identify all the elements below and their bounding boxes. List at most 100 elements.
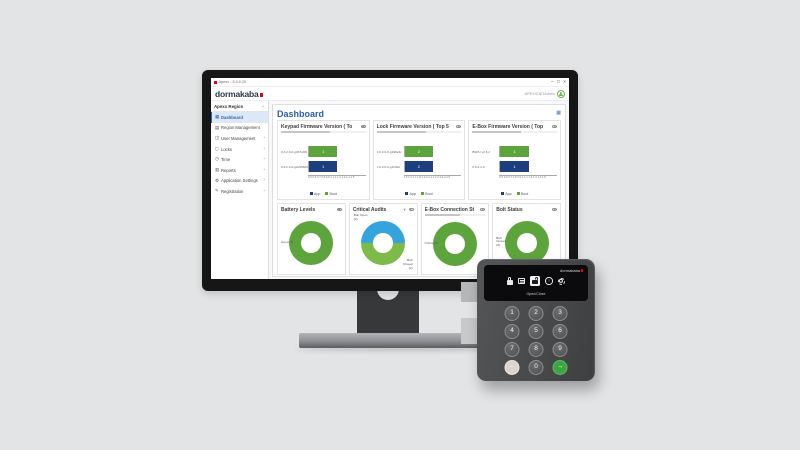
bar-label: 0.6.2.1-0 (472, 164, 485, 169)
minimize-button[interactable]: – (551, 78, 554, 84)
enter-key[interactable]: → (552, 360, 568, 375)
key-9[interactable]: 9 (552, 342, 568, 357)
bar-label: 0.6.2.0-0-g2e598e5c (281, 164, 308, 169)
key-7[interactable]: 7 (504, 342, 520, 357)
critical-audits-card: Critical Audits ▼ Bolt Open (2) Bolt Clo… (348, 203, 418, 275)
sidebar-item-dashboard[interactable]: Dashboard (211, 112, 268, 123)
key-5[interactable]: 5 (528, 324, 544, 339)
layout-icon[interactable]: ▦ (556, 110, 561, 116)
window-titlebar: Apexx - 3.0.0.20 – □ × (211, 78, 569, 87)
user-avatar[interactable] (557, 89, 565, 98)
ebox-firmware-card: E-Box Firmware Version ( Top BSPU v2.6.2… (468, 120, 562, 200)
bar: 2 (404, 161, 433, 173)
audit-log-icon (518, 278, 526, 284)
donut-chart: Bolt Open (2) Bolt Closed (2) (353, 213, 414, 272)
monitor-stand-neck (357, 289, 419, 334)
donut-ring (504, 220, 549, 265)
main-content: Dashboard ▦ Keypad Firmware Version ( To (269, 101, 569, 279)
key-8[interactable]: 8 (528, 342, 544, 357)
slice-label: Online (9) (424, 241, 439, 246)
key-6[interactable]: 6 (552, 324, 568, 339)
donut-chart: Good (9) (281, 213, 342, 272)
sidebar-item-locks[interactable]: Locks › (211, 144, 268, 155)
eye-icon[interactable] (336, 207, 342, 212)
horizontal-scrollbar[interactable] (424, 214, 486, 216)
slice-label: Bolt Closed (9) (496, 235, 506, 248)
chevron-right-icon: › (263, 177, 265, 184)
eye-icon[interactable] (360, 124, 366, 129)
donut-ring (361, 220, 406, 265)
device-brand-logo: dormakaba (560, 268, 583, 273)
eye-icon[interactable] (480, 207, 486, 212)
maximize-button[interactable]: □ (557, 78, 560, 84)
eye-icon[interactable] (552, 124, 558, 129)
filter-icon[interactable]: ▼ (402, 206, 407, 212)
monitor: Apexx - 3.0.0.20 – □ × dormakaba APEXXDA… (202, 70, 578, 291)
bar: 1 (309, 146, 338, 158)
bar-label: 0.6.2.0-0-g037e9f4 (281, 149, 308, 154)
bar-label: BSPU v2.6.2 (472, 149, 491, 154)
selected-menu-label: Open/Close (526, 292, 546, 296)
x-axis-ticks: 0.5 0.6 0.7 0.8 0.9 1 1.1 1.2 1.3 1.4 1.… (499, 174, 558, 179)
chevron-right-icon: › (263, 156, 265, 163)
horizontal-scrollbar[interactable] (281, 131, 366, 133)
stand-cable-hole (377, 289, 399, 300)
chart-legend: App Boot (472, 190, 557, 197)
page-title: Dashboard (277, 108, 325, 119)
eye-icon[interactable] (456, 124, 462, 129)
chevron-right-icon: › (263, 134, 265, 141)
dormakaba-logo: dormakaba (215, 89, 264, 99)
keypad-grid: 1 2 3 4 5 6 7 8 9 ← 0 → (504, 306, 568, 375)
back-key[interactable]: ← (504, 360, 520, 375)
bar-chart: 0.6.2.0-0-g298e3c 2 0.6.2.0-0-g1f4feb 2 … (377, 134, 462, 190)
card-title: Keypad Firmware Version ( To (281, 123, 353, 130)
keypad-device: dormakaba ↑ Open/Close 1 2 3 4 5 6 7 8 9… (477, 259, 595, 381)
device-brand-mark (580, 269, 583, 272)
card-title: E-Box Connection St (424, 206, 475, 213)
chevron-right-icon: › (263, 145, 265, 152)
open-close-icon[interactable] (530, 276, 541, 286)
sidebar-item-region-management[interactable]: Region Management (211, 123, 268, 134)
horizontal-scrollbar[interactable] (472, 131, 558, 133)
card-title: E-Box Firmware Version ( Top (472, 123, 544, 130)
sidebar-collapse-icon[interactable]: → (260, 102, 266, 108)
sidebar-item-registration[interactable]: Registration › (211, 186, 268, 197)
logged-in-user: APEXXDATAdmin (524, 91, 555, 96)
card-title: Bolt Status (496, 206, 523, 213)
donut-chart: Online (9) (425, 217, 486, 272)
key-1[interactable]: 1 (504, 306, 520, 321)
card-title: Lock Firmware Version ( Top 5 (376, 123, 449, 130)
sidebar-item-time[interactable]: Time › (211, 154, 268, 165)
bar: 1 (500, 161, 529, 173)
slice-label: Bolt Closed (2) (402, 258, 413, 271)
card-title: Critical Audits (352, 206, 387, 213)
wall-mount-part (461, 282, 478, 302)
update-icon: ↑ (545, 277, 553, 285)
bar: 2 (404, 146, 433, 158)
bar-chart: 0.6.2.0-0-g037e9f4 1 0.6.2.0-0-g2e598e5c… (281, 134, 366, 190)
window-title: Apexx - 3.0.0.20 (218, 80, 247, 84)
chart-legend: App Boot (377, 190, 462, 197)
sidebar-header: Apexx Region → (211, 101, 268, 112)
close-button[interactable]: × (563, 78, 566, 84)
bar-chart: BSPU v2.6.2 1 0.6.2.1-0 1 0.5 0.6 0.7 0.… (472, 134, 558, 190)
app-header: dormakaba APEXXDATAdmin (211, 87, 569, 100)
x-axis-ticks: 1.5 1.6 1.7 1.8 1.9 2 2.1 2.2 2.3 2.4 2.… (403, 174, 462, 179)
eye-icon[interactable] (408, 207, 414, 212)
donut-chart: Bolt Closed (9) (496, 213, 557, 272)
sidebar-item-user-management[interactable]: User Management › (211, 133, 268, 144)
bar-label: 0.6.2.0-0-g1f4feb (376, 164, 401, 169)
screen: Apexx - 3.0.0.20 – □ × dormakaba APEXXDA… (211, 78, 569, 279)
key-0[interactable]: 0 (528, 360, 544, 375)
sidebar-item-reports[interactable]: Reports › (211, 165, 268, 176)
lock-firmware-card: Lock Firmware Version ( Top 5 0.6.2.0-0-… (372, 120, 466, 200)
sidebar-item-application-settings[interactable]: Application Settings › (211, 176, 268, 187)
key-3[interactable]: 3 (552, 306, 568, 321)
chevron-right-icon: › (263, 166, 265, 173)
key-2[interactable]: 2 (528, 306, 544, 321)
eye-icon[interactable] (552, 207, 557, 212)
lock-icon (507, 277, 514, 285)
chart-legend: App Boot (281, 190, 366, 197)
key-4[interactable]: 4 (504, 324, 520, 339)
horizontal-scrollbar[interactable] (376, 131, 462, 133)
